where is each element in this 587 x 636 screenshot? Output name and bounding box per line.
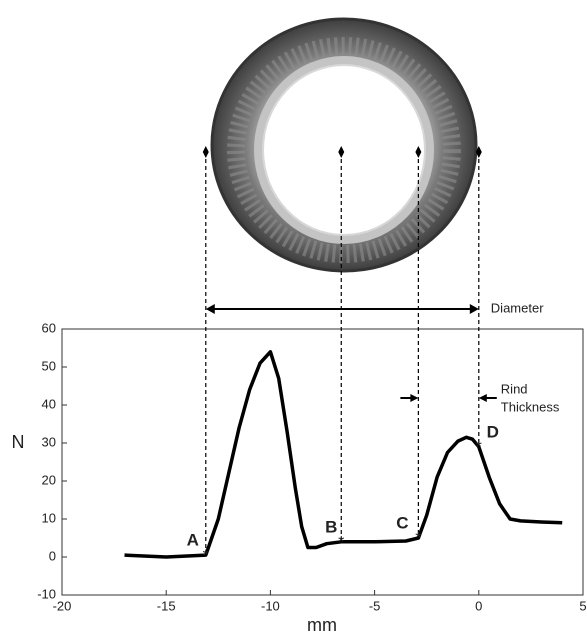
point-label: A	[187, 531, 199, 550]
y-tick-label: 50	[42, 358, 56, 373]
point-marker: *	[476, 439, 482, 456]
guide-marker	[202, 146, 209, 158]
rind-label: Thickness	[501, 399, 560, 414]
arrow-head	[469, 304, 479, 314]
y-tick-label: 10	[42, 510, 56, 525]
point-marker: *	[338, 534, 344, 551]
x-tick-label: 5	[579, 598, 586, 613]
y-axis-label: N	[12, 432, 25, 452]
x-tick-label: -10	[261, 598, 280, 613]
x-axis-label: mm	[307, 615, 337, 635]
point-label: B	[325, 517, 337, 536]
rind-label: Rind	[501, 381, 528, 396]
diameter-label: Diameter	[491, 300, 544, 315]
data-line	[124, 350, 563, 559]
arrow-head	[478, 394, 487, 402]
guide-marker	[338, 146, 345, 158]
arrow-head	[205, 304, 215, 314]
specimen-photo	[210, 17, 478, 273]
x-tick-label: 0	[475, 598, 482, 613]
point-marker: *	[415, 530, 421, 547]
x-tick-label: -20	[53, 598, 72, 613]
guide-marker	[475, 146, 482, 158]
y-tick-label: 0	[49, 548, 56, 563]
x-tick-label: -15	[157, 598, 176, 613]
point-label: C	[396, 513, 408, 532]
y-tick-label: 40	[42, 396, 56, 411]
y-tick-label: 60	[42, 320, 56, 335]
guide-marker	[415, 146, 422, 158]
point-marker: *	[203, 547, 209, 564]
arrow-head	[410, 394, 419, 402]
y-tick-label: 20	[42, 472, 56, 487]
point-label: D	[487, 422, 499, 441]
plot-frame	[61, 328, 584, 596]
y-tick-label: -10	[37, 586, 56, 601]
x-tick-label: -5	[369, 598, 381, 613]
y-tick-label: 30	[42, 434, 56, 449]
